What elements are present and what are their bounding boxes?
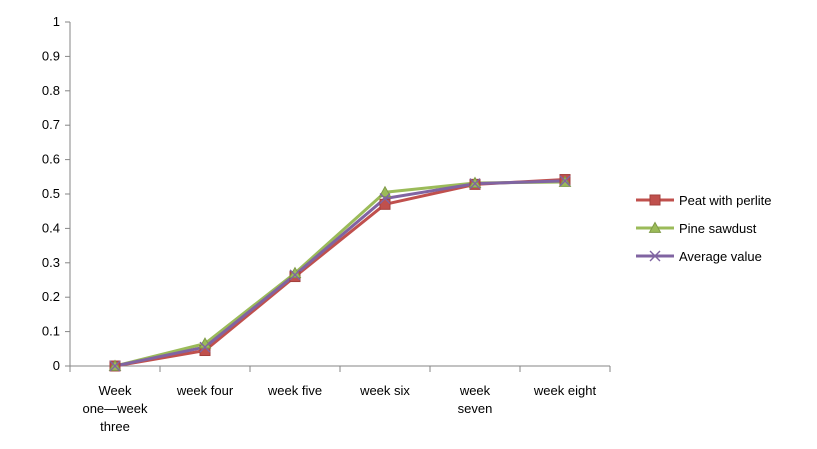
y-tick-label: 0.4 — [42, 220, 60, 235]
x-tick-label-line: seven — [458, 401, 493, 416]
x-tick-label: week five — [267, 383, 322, 398]
legend-label: Pine sawdust — [679, 221, 757, 236]
x-tick-label-line: one—week — [82, 401, 148, 416]
triangle-marker — [648, 221, 662, 233]
y-tick-label: 0.7 — [42, 117, 60, 132]
x-tick-label-line: week eight — [533, 383, 597, 398]
x-marker — [649, 250, 661, 262]
x-tick-label: Week one—week three — [82, 383, 148, 434]
x-tick-labels: Week one—week three week four week five week … — [82, 383, 596, 434]
x-tick-label: week four — [176, 383, 234, 398]
x-marker — [109, 360, 121, 372]
x-tick-label-line: three — [100, 419, 130, 434]
legend-item: Pine sawdust — [636, 221, 757, 236]
triangle-marker — [468, 176, 482, 188]
series-markers — [108, 175, 572, 371]
y-tick-label: 0.9 — [42, 48, 60, 63]
line-chart: 0 0.1 0.2 0.3 0.4 0.5 0.6 0.7 0.8 0.9 1 Week one—we… — [42, 14, 772, 434]
x-marker — [289, 269, 301, 281]
y-tick-label: 0 — [53, 358, 60, 373]
chart-frame: 0 0.1 0.2 0.3 0.4 0.5 0.6 0.7 0.8 0.9 1 Week one—we… — [8, 0, 817, 449]
x-tick-label: week eight — [533, 383, 597, 398]
x-tick-label-line: week four — [176, 383, 234, 398]
x-tick-label-line: week — [459, 383, 491, 398]
series-average-value — [113, 179, 567, 368]
series-line — [113, 179, 567, 368]
series-pine-sawdust — [113, 180, 567, 368]
x-marker — [469, 178, 481, 190]
y-tick-label: 0.3 — [42, 255, 60, 270]
x-marker — [199, 341, 211, 353]
y-tick-label: 0.1 — [42, 324, 60, 339]
y-tick-label: 0.6 — [42, 152, 60, 167]
x-tick-label: week seven — [458, 383, 493, 416]
x-tick-label: week six — [359, 383, 410, 398]
square-marker — [649, 194, 661, 206]
triangle-marker — [378, 185, 392, 198]
axes — [65, 21, 611, 372]
series-peat-with-perlite — [113, 178, 567, 368]
series-line — [113, 180, 567, 368]
y-tick-label: 0.5 — [42, 186, 60, 201]
legend-label: Average value — [679, 249, 762, 264]
x-marker — [379, 192, 391, 204]
series-markers — [109, 174, 571, 372]
y-tick-label: 0.8 — [42, 83, 60, 98]
legend: Peat with perlite Pine sawdust Average val… — [636, 193, 772, 264]
y-tick-labels: 0 0.1 0.2 0.3 0.4 0.5 0.6 0.7 0.8 0.9 1 — [42, 14, 60, 373]
x-tick-label-line: week five — [267, 383, 322, 398]
series-lines — [108, 174, 572, 372]
x-marker — [559, 175, 571, 187]
square-marker — [379, 198, 391, 210]
x-tick-label-line: week six — [359, 383, 410, 398]
y-tick-label: 0.2 — [42, 289, 60, 304]
x-tick-label-line: Week — [99, 383, 132, 398]
legend-item: Average value — [636, 249, 762, 264]
series-markers — [109, 175, 571, 372]
series-line — [113, 178, 567, 368]
legend-label: Peat with perlite — [679, 193, 772, 208]
legend-item: Peat with perlite — [636, 193, 772, 208]
y-tick-label: 1 — [53, 14, 60, 29]
